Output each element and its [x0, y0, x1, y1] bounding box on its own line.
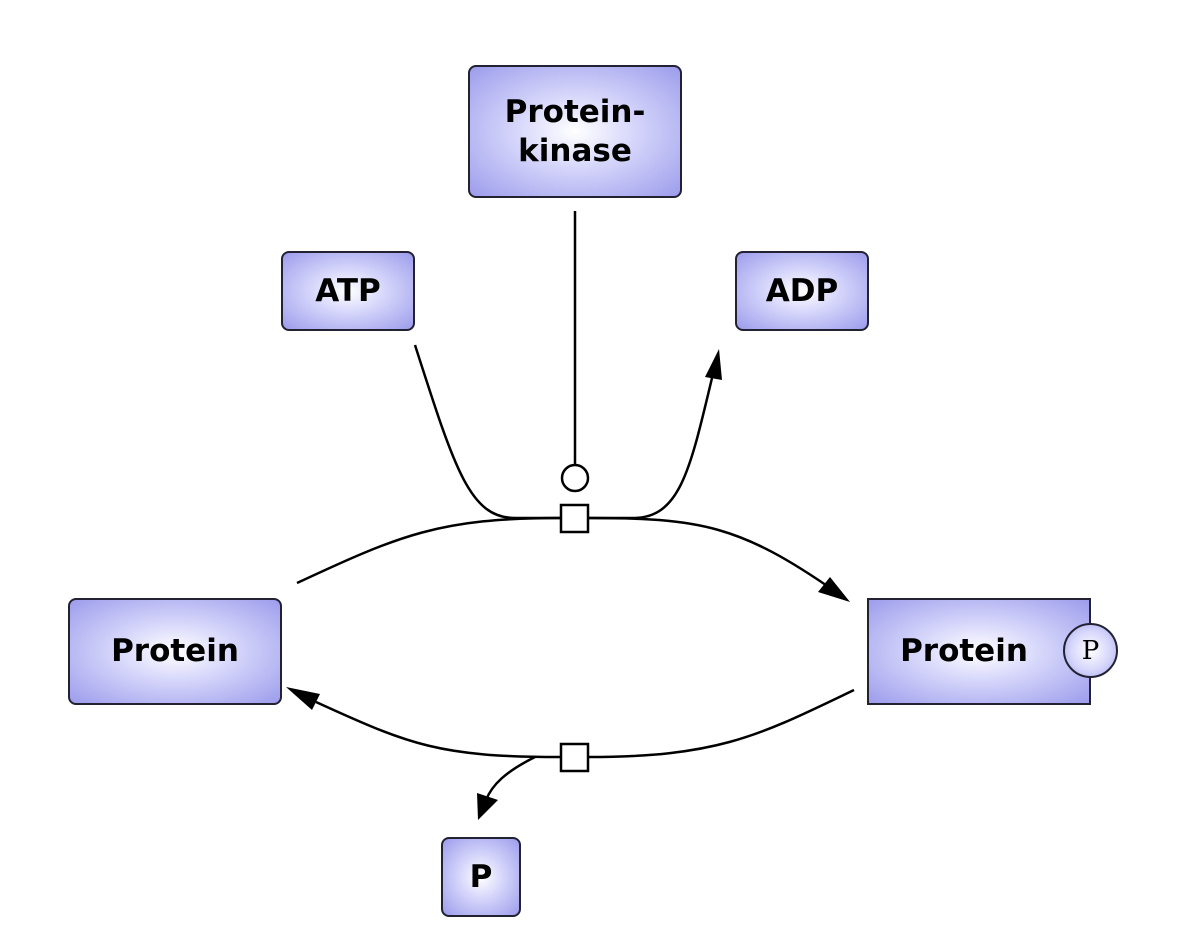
phosphorylation-product-arrowhead: [818, 577, 850, 602]
dephosphorylation-substrate-arc: [587, 688, 855, 759]
dephosphorylation-product-arrowhead: [286, 687, 320, 710]
phosphate-node[interactable]: P: [441, 837, 521, 917]
phosphate-release-arrowhead: [477, 793, 498, 820]
dephosphorylation-product-arc: [315, 700, 561, 759]
phospho-state-variable: P: [1063, 623, 1118, 678]
atp-consumption-arc: [413, 344, 560, 520]
phosphorylation-product-arc: [587, 516, 837, 594]
phosphorylated-protein-node[interactable]: Protein: [867, 598, 1091, 705]
dephosphorylation-process-node: [559, 742, 590, 773]
protein-kinase-node[interactable]: Protein- kinase: [468, 65, 682, 198]
phosphorylation-substrate-arc: [296, 516, 561, 585]
protein-node[interactable]: Protein: [68, 598, 282, 705]
adp-node[interactable]: ADP: [735, 251, 869, 331]
phosphate-release-arc: [484, 755, 536, 801]
adp-production-arc: [588, 377, 714, 520]
phosphorylation-process-node: [559, 503, 590, 534]
atp-node[interactable]: ATP: [281, 251, 415, 331]
catalysis-circle: [560, 463, 590, 493]
adp-production-arrowhead: [705, 349, 722, 380]
